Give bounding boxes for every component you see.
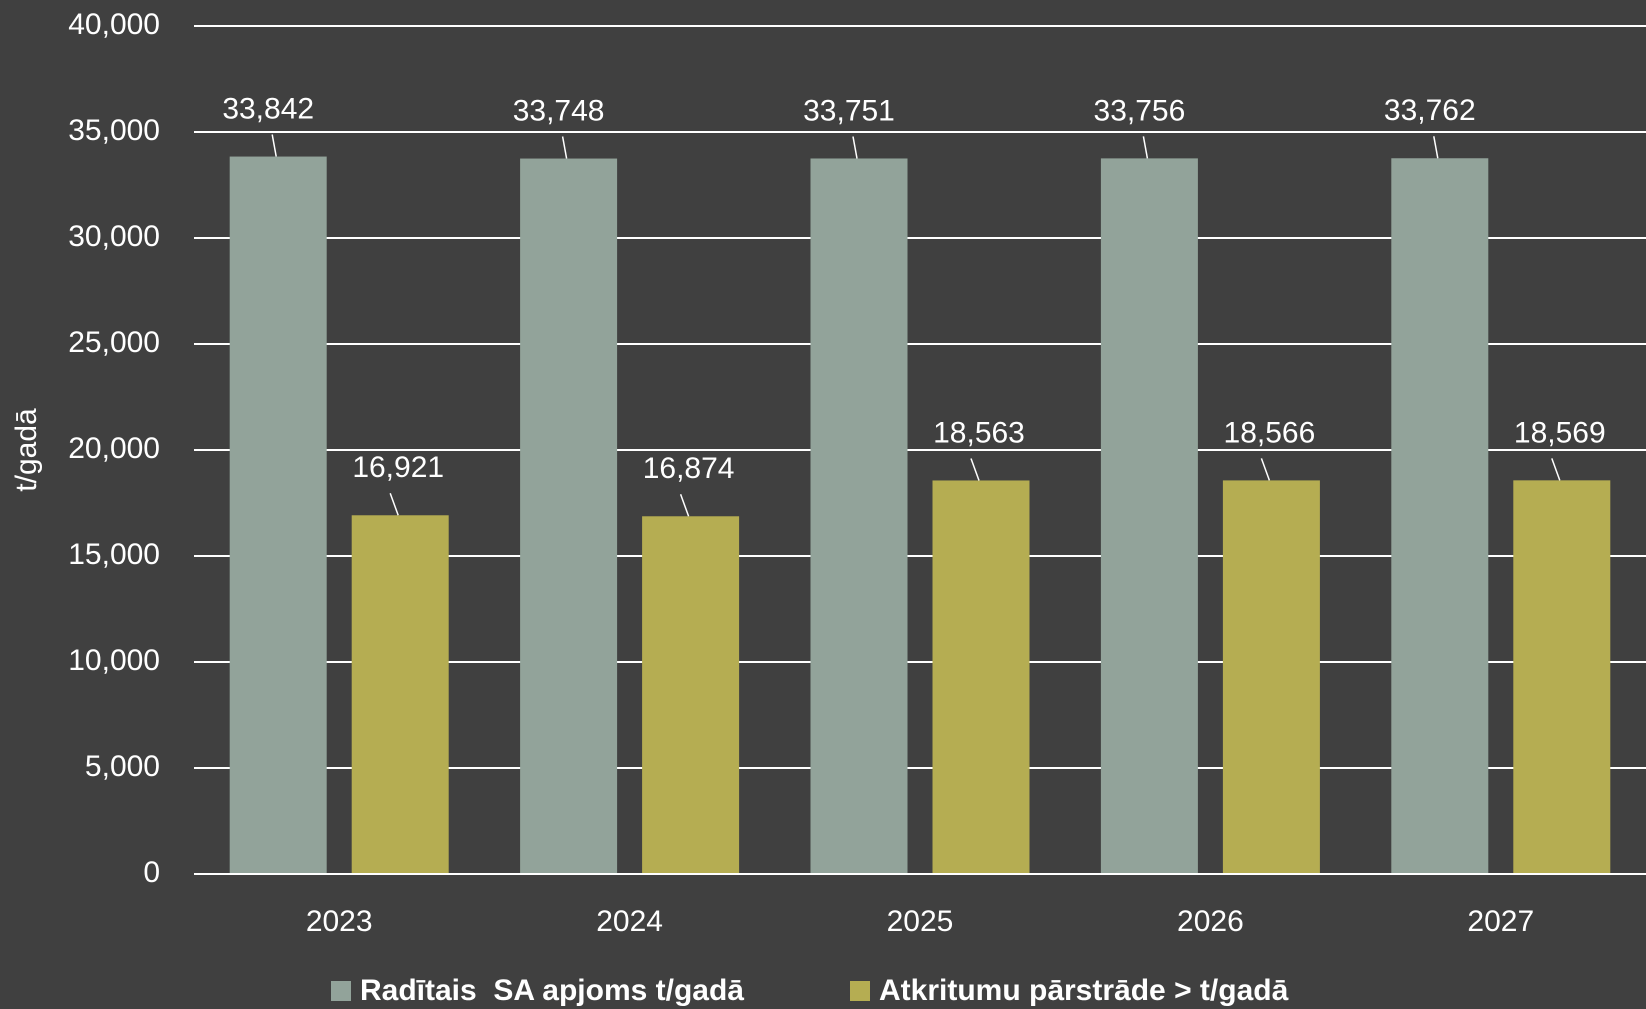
leader-line bbox=[1551, 458, 1561, 481]
bar bbox=[1513, 480, 1611, 874]
legend-swatch bbox=[331, 981, 351, 1001]
y-tick-label: 20,000 bbox=[68, 432, 160, 465]
leader-line bbox=[852, 136, 858, 159]
legend-text: Atkritumu pārstrāde > t/gadā bbox=[879, 974, 1289, 1007]
bar bbox=[229, 156, 327, 874]
data-label: 33,756 bbox=[1094, 94, 1186, 127]
data-label: 33,762 bbox=[1384, 94, 1476, 127]
leader-line bbox=[271, 134, 277, 157]
y-tick-label: 30,000 bbox=[68, 220, 160, 253]
bar bbox=[520, 158, 618, 874]
bar bbox=[932, 480, 1030, 874]
y-tick-label: 25,000 bbox=[68, 326, 160, 359]
legend-text: Radītais SA apjoms t/gadā bbox=[360, 974, 744, 1007]
leader-line bbox=[561, 136, 568, 159]
leader-line bbox=[1260, 458, 1271, 481]
bar bbox=[351, 515, 449, 874]
data-label: 18,569 bbox=[1514, 416, 1606, 449]
data-label: 16,921 bbox=[352, 451, 444, 484]
x-tick-label: 2023 bbox=[306, 905, 373, 938]
y-tick-label: 10,000 bbox=[68, 644, 160, 677]
bar bbox=[810, 158, 908, 874]
data-label: 16,874 bbox=[643, 452, 735, 485]
legend-swatch bbox=[850, 981, 870, 1001]
y-tick-label: 40,000 bbox=[68, 8, 160, 41]
y-tick-label: 35,000 bbox=[68, 114, 160, 147]
bar bbox=[642, 516, 740, 874]
data-label: 18,566 bbox=[1224, 416, 1316, 449]
data-label: 18,563 bbox=[933, 416, 1025, 449]
data-label: 33,751 bbox=[803, 94, 895, 127]
y-tick-label: 0 bbox=[143, 856, 160, 889]
leader-line bbox=[389, 493, 399, 516]
leader-line bbox=[1433, 136, 1439, 159]
x-tick-label: 2025 bbox=[887, 905, 954, 938]
y-tick-label: 15,000 bbox=[68, 538, 160, 571]
leader-line bbox=[970, 458, 980, 481]
x-tick-label: 2024 bbox=[596, 905, 663, 938]
y-tick-label: 5,000 bbox=[85, 750, 160, 783]
data-label: 33,842 bbox=[222, 92, 314, 125]
bar bbox=[1391, 158, 1489, 874]
x-tick-label: 2027 bbox=[1467, 905, 1534, 938]
data-label: 33,748 bbox=[513, 94, 605, 127]
bar bbox=[1222, 480, 1320, 874]
bar bbox=[1100, 158, 1198, 874]
leader-line bbox=[679, 494, 690, 517]
leader-line bbox=[1142, 136, 1149, 159]
x-tick-label: 2026 bbox=[1177, 905, 1244, 938]
y-axis-label: t/gadā bbox=[10, 408, 43, 492]
